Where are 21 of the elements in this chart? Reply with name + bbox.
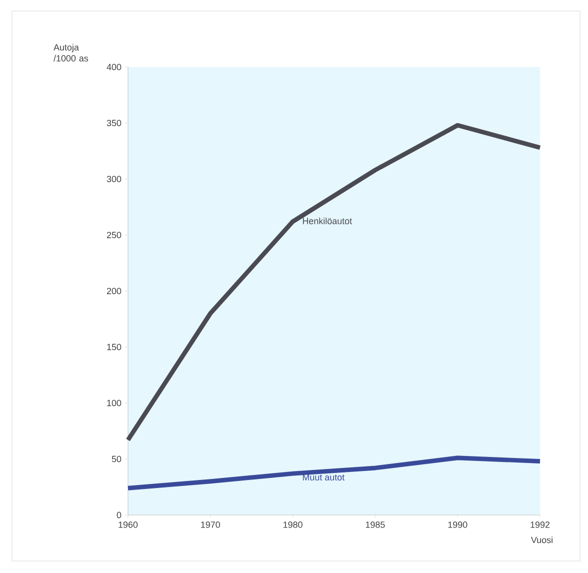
line-series	[126, 456, 542, 490]
y-tick-label: 400	[106, 64, 122, 70]
y-axis-title: Autoja /1000 as	[54, 44, 88, 62]
x-tick-label: 1985	[366, 522, 385, 528]
y-tick-label: 250	[106, 232, 122, 238]
x-tick-label: 1960	[118, 522, 138, 528]
x-tick-label: 1970	[201, 522, 220, 528]
series-label: Henkilöautot	[302, 218, 352, 224]
series-label: Muut autot	[302, 474, 345, 480]
y-tick-label: 300	[106, 176, 122, 182]
x-tick-label: 1980	[284, 522, 302, 528]
y-tick-label: 150	[107, 344, 122, 350]
x-tick-label: 1990	[448, 522, 468, 528]
y-tick-label: 50	[112, 456, 122, 462]
y-tick-label: 350	[106, 120, 122, 126]
y-tick-label: 200	[106, 288, 122, 294]
y-tick-label: 100	[107, 400, 122, 406]
x-axis-title: Vuosi	[531, 536, 552, 544]
y-tick-label: 0	[116, 512, 122, 518]
line-series	[126, 122, 542, 442]
x-tick-label: 1992	[530, 522, 550, 528]
